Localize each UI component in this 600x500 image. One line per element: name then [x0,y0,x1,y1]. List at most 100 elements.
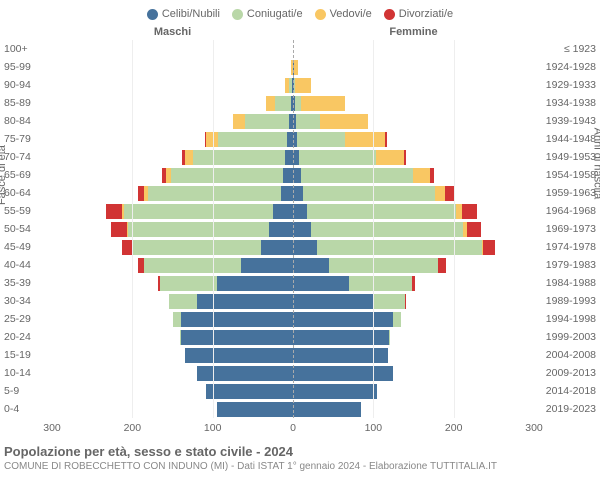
birth-year-label: 1984-1988 [534,274,596,292]
bar-segment [311,222,464,237]
column-headers: Maschi Femmine [4,26,596,38]
table-row [52,274,293,292]
bar-segment [293,330,389,345]
age-group-label: 40-44 [4,256,52,274]
y-left-axis-title: Fasce di età [0,145,8,205]
bar-segment [275,96,291,111]
legend-dot-icon [315,9,326,20]
birth-year-label: 1959-1963 [534,184,596,202]
bar-segment [301,168,413,183]
bar-segment [430,168,435,183]
bar-segment [467,222,481,237]
bar-segment [160,276,216,291]
bar-segment [197,366,293,381]
table-row [293,346,534,364]
age-group-label: 90-94 [4,76,52,94]
legend-item: Vedovi/e [315,8,372,20]
table-row [293,310,534,328]
bar-segment [297,132,345,147]
legend: Celibi/Nubili Coniugati/e Vedovi/e Divorzia… [4,8,596,20]
birth-year-label: 2019-2023 [534,400,596,418]
table-row [52,112,293,130]
birth-year-label: 1924-1928 [534,58,596,76]
table-row [293,256,534,274]
grid-line [454,40,455,418]
bar-segment [373,294,405,309]
population-pyramid-chart: Celibi/Nubili Coniugati/e Vedovi/e Divorzia… [0,0,600,476]
bar-segment [293,366,393,381]
bar-segment [296,114,320,129]
table-row [293,202,534,220]
age-group-label: 60-64 [4,184,52,202]
legend-label: Celibi/Nubili [162,8,220,20]
bar-segment [438,258,446,273]
bar-segment [462,204,476,219]
bar-segment [106,204,122,219]
table-row [293,364,534,382]
table-row [52,148,293,166]
table-row [52,310,293,328]
table-row [52,400,293,418]
header-female: Femmine [293,26,534,38]
age-group-label: 35-39 [4,274,52,292]
bar-segment [412,276,415,291]
age-group-label: 50-54 [4,220,52,238]
birth-year-label: ≤ 1923 [534,40,596,58]
bar-segment [206,384,293,399]
x-tick-label: 300 [43,422,61,434]
birth-year-label: 1954-1958 [534,166,596,184]
legend-item: Divorziati/e [384,8,453,20]
bars-female [293,40,534,418]
bar-segment [349,276,412,291]
bar-segment [217,276,293,291]
bar-segment [389,330,390,345]
bar-segment [148,186,281,201]
table-row [52,58,293,76]
age-group-label: 70-74 [4,148,52,166]
table-row [52,346,293,364]
birth-year-label: 1994-1998 [534,310,596,328]
bar-segment [293,258,329,273]
plot-area: Fasce di età 100+95-9990-9485-8980-8475-… [4,40,596,418]
bar-segment [293,276,349,291]
birth-year-label: 1949-1953 [534,148,596,166]
table-row [293,40,534,58]
bar-segment [317,240,482,255]
bar-segment [269,222,293,237]
birth-year-label: 1979-1983 [534,256,596,274]
legend-item: Celibi/Nubili [147,8,220,20]
grid-line [132,40,133,418]
legend-label: Divorziati/e [399,8,453,20]
x-axis: 3002001000100200300 [4,422,596,438]
table-row [52,256,293,274]
chart-subtitle: COMUNE DI ROBECCHETTO CON INDUNO (MI) - … [4,461,596,472]
table-row [52,364,293,382]
bar-segment [266,96,276,111]
table-row [293,184,534,202]
age-group-label: 20-24 [4,328,52,346]
table-row [293,112,534,130]
x-tick-label: 200 [124,422,142,434]
bar-segment [261,240,293,255]
bar-segment [345,132,385,147]
birth-year-label: 1939-1943 [534,112,596,130]
bar-segment [320,114,368,129]
bar-segment [299,150,375,165]
table-row [293,292,534,310]
bar-segment [218,132,286,147]
bar-segment [294,60,298,75]
age-group-label: 75-79 [4,130,52,148]
bar-segment [185,150,193,165]
table-row [293,328,534,346]
bar-segment [293,168,301,183]
age-group-label: 95-99 [4,58,52,76]
x-tick-label: 300 [525,422,543,434]
legend-item: Coniugati/e [232,8,303,20]
age-group-label: 55-59 [4,202,52,220]
y-left-labels: 100+95-9990-9485-8980-8475-7970-7465-696… [4,40,52,418]
birth-year-label: 1964-1968 [534,202,596,220]
x-tick-label: 200 [445,422,463,434]
table-row [52,238,293,256]
bar-segment [245,114,289,129]
bar-segment [293,222,311,237]
